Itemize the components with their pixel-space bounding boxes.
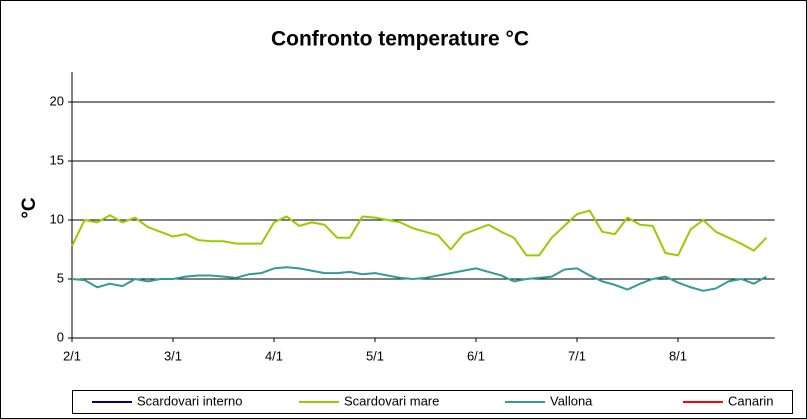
x-tick-label: 6/1 xyxy=(467,348,485,363)
y-axis-label: °C xyxy=(19,197,40,219)
series-line xyxy=(71,266,767,292)
series-line xyxy=(71,209,768,257)
y-tick-label: 20 xyxy=(50,93,64,108)
x-tick-label: 5/1 xyxy=(366,348,384,363)
y-tick-label: 15 xyxy=(50,152,64,167)
legend xyxy=(72,390,793,414)
y-tick-label: 5 xyxy=(57,270,64,285)
y-tick-label: 0 xyxy=(57,329,64,344)
legend-label: Scardovari mare xyxy=(344,393,439,408)
x-tick-label: 3/1 xyxy=(164,348,182,363)
legend-label: Canarin xyxy=(728,393,774,408)
legend-label: Scardovari interno xyxy=(137,393,243,408)
x-tick-label: 8/1 xyxy=(669,348,687,363)
x-tick-label: 2/1 xyxy=(63,348,81,363)
chart-title: Confronto temperature °C xyxy=(271,28,529,51)
y-tick-label: 10 xyxy=(50,211,64,226)
x-tick-label: 7/1 xyxy=(568,348,586,363)
legend-label: Vallona xyxy=(550,393,593,408)
x-tick-label: 4/1 xyxy=(265,348,283,363)
